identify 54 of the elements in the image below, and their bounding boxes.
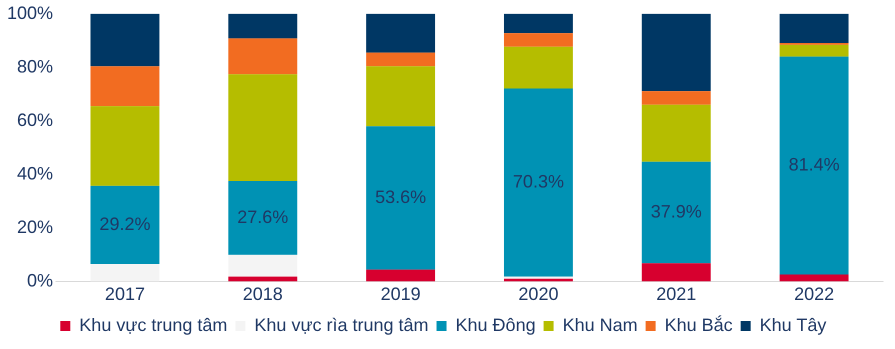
- data-label: 27.6%: [237, 206, 288, 227]
- bar: [366, 52, 436, 66]
- y-tick-label: 60%: [17, 110, 54, 130]
- bar: [642, 14, 711, 92]
- data-label: 37.9%: [650, 201, 702, 222]
- bar: [504, 46, 573, 88]
- bar: [228, 181, 298, 255]
- bar: [780, 274, 849, 282]
- y-tick-label: 20%: [17, 216, 54, 237]
- x-tick-label: 2021: [656, 284, 696, 304]
- x-tick-label: 2018: [242, 284, 283, 304]
- bar: [780, 44, 849, 57]
- bar: [366, 66, 436, 126]
- legend-label: Khu Tây: [760, 314, 826, 335]
- bar: [504, 88, 573, 277]
- bar: [228, 74, 298, 182]
- legend-label: Khu Nam: [562, 314, 638, 335]
- bar: [228, 254, 298, 277]
- bar: [90, 14, 160, 66]
- bar: [642, 263, 711, 282]
- bar: [642, 91, 711, 105]
- bar: [504, 33, 573, 47]
- x-tick-label: 2017: [104, 284, 145, 304]
- bar: [90, 66, 160, 106]
- y-tick-label: 0%: [27, 270, 54, 290]
- x-tick-label: 2022: [794, 284, 834, 304]
- legend-label: Khu Đông: [456, 314, 536, 335]
- bar: [366, 270, 436, 282]
- bar: [90, 186, 160, 264]
- bar: [642, 104, 711, 162]
- bar: [228, 14, 298, 38]
- bar: [366, 126, 436, 270]
- y-tick-label: 80%: [17, 56, 54, 76]
- bar: [228, 276, 298, 282]
- bar: [90, 106, 160, 186]
- bar: [228, 38, 298, 74]
- x-tick-label: 2019: [380, 284, 421, 304]
- bar: [504, 14, 573, 34]
- data-label: 29.2%: [99, 214, 150, 234]
- legend-label: Khu vực trung tâm: [79, 314, 228, 335]
- bar: [780, 14, 849, 43]
- bar: [780, 56, 849, 274]
- legend-label: Khu vực rìa trung tâm: [254, 314, 429, 335]
- bar: [642, 162, 711, 264]
- y-tick-label: 100%: [6, 2, 54, 23]
- x-tick-label: 2020: [518, 284, 558, 304]
- bar: [366, 14, 436, 53]
- bar: [504, 278, 573, 282]
- data-label: 70.3%: [512, 171, 564, 192]
- legend-label: Khu Bắc: [664, 314, 733, 335]
- y-tick-label: 40%: [17, 163, 54, 184]
- data-label: 53.6%: [375, 186, 426, 207]
- bar: [90, 264, 160, 282]
- data-label: 81.4%: [788, 154, 840, 174]
